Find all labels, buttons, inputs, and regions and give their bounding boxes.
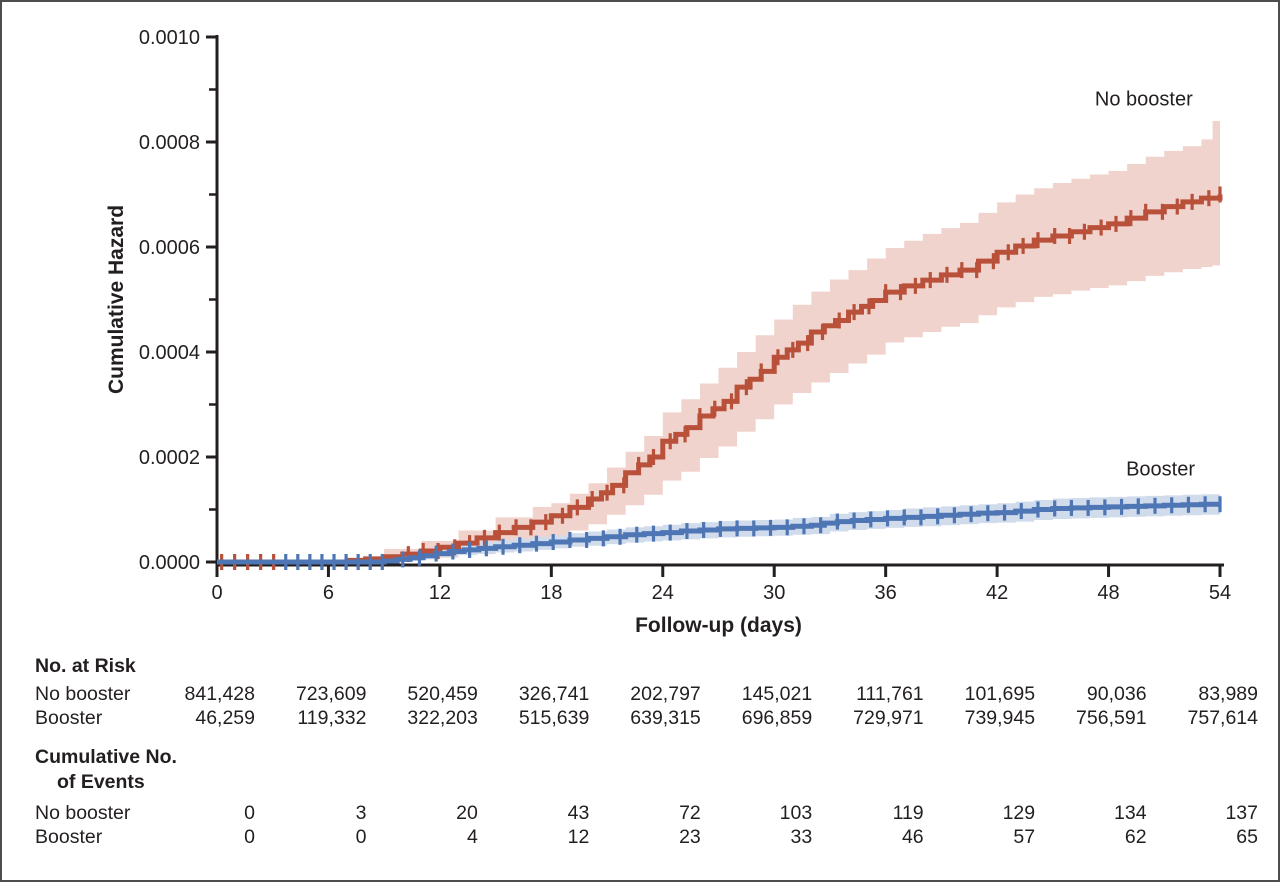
events-table-cell: 72 [679,802,701,824]
risk-table-cell: 515,639 [518,707,590,729]
events-table-cell: 134 [1114,802,1147,824]
risk-table-cell: 90,036 [1086,683,1147,705]
events-table-row-label: Booster [35,826,103,848]
y-tick-label: 0.0000 [139,552,200,574]
booster-series-label: Booster [1126,458,1195,480]
x-tick-label: 24 [652,582,674,604]
booster-curve [217,501,1220,565]
risk-table-cell: 841,428 [184,683,256,705]
events-table-cell: 62 [1124,826,1147,848]
y-tick-label: 0.0006 [139,237,200,259]
events-table-cell: 0 [355,826,367,848]
events-table-cell: 57 [1013,826,1036,848]
events-table-cell: 20 [456,802,478,824]
risk-table-cell: 729,971 [853,707,924,729]
y-axis-ticks: 0.0000 0.0002 0.0004 0.0006 0.0008 0.0010 [139,27,217,574]
events-table-cell: 0 [244,826,255,848]
events-table-cell: 119 [892,802,924,824]
booster-censor-marks [284,496,1222,570]
y-tick-label: 0.0008 [139,132,200,154]
events-table-cell: 4 [467,826,478,848]
x-tick-label: 48 [1097,582,1119,604]
x-tick-label: 12 [429,582,451,604]
risk-table-cell: 145,021 [741,683,813,705]
risk-table-cell: 111,761 [856,683,924,705]
x-axis-ticks: 0 6 12 18 24 30 36 42 48 54 [211,565,1231,604]
risk-table-row-label: No booster [35,683,131,705]
events-table-cell: 12 [567,826,590,848]
risk-table-cell: 46,259 [195,707,255,729]
x-tick-label: 18 [540,582,562,604]
x-tick-label: 0 [211,582,222,604]
y-tick-label: 0.0010 [139,27,200,49]
risk-table-row-label: Booster [35,707,103,729]
cumulative-hazard-chart: 0.0000 0.0002 0.0004 0.0006 0.0008 0.0010 0 6 12… [105,27,1231,637]
events-table-cell: 23 [679,826,701,848]
y-tick-label: 0.0002 [139,447,200,469]
risk-table-cell: 639,315 [630,707,701,729]
events-table-cell: 129 [1002,802,1036,824]
events-table-cell: 33 [790,826,813,848]
risk-table-cell: 723,609 [295,683,367,705]
risk-table-cell: 202,797 [630,683,701,705]
events-table-cell: 46 [901,826,924,848]
x-axis-title: Follow-up (days) [635,614,802,637]
risk-table-cell: 739,945 [964,707,1036,729]
no-booster-censor-marks [220,186,1222,570]
risk-table-cell: 322,203 [407,707,478,729]
no-booster-series-label: No booster [1095,88,1193,110]
events-table-cell: 103 [779,802,813,824]
risk-table-cell: 83,989 [1198,683,1258,705]
x-tick-label: 54 [1209,582,1231,604]
risk-table-cell: 101,695 [964,683,1036,705]
risk-table-cell: 757,614 [1187,707,1259,729]
y-tick-label: 0.0004 [139,342,200,364]
events-table-cell: 137 [1225,802,1258,824]
x-tick-label: 42 [986,582,1008,604]
x-tick-label: 6 [323,582,334,604]
risk-table-cell: 756,591 [1076,707,1147,729]
events-table-title-line2: of Events [57,771,145,793]
events-table-cell: 43 [567,802,590,824]
risk-table-cell: 326,741 [518,683,590,705]
risk-table-cell: 520,459 [407,683,478,705]
x-tick-label: 30 [763,582,785,604]
events-table-cell: 0 [244,802,255,824]
events-table-row-label: No booster [35,802,131,824]
events-table-cell: 65 [1236,826,1258,848]
risk-table-cell: 696,859 [741,707,813,729]
events-table-title-line1: Cumulative No. [35,746,177,768]
risk-table-title: No. at Risk [35,655,136,677]
x-tick-label: 36 [875,582,897,604]
events-table-cell: 3 [355,802,367,824]
y-axis-title: Cumulative Hazard [105,205,128,394]
risk-table-cell: 119,332 [297,707,367,729]
